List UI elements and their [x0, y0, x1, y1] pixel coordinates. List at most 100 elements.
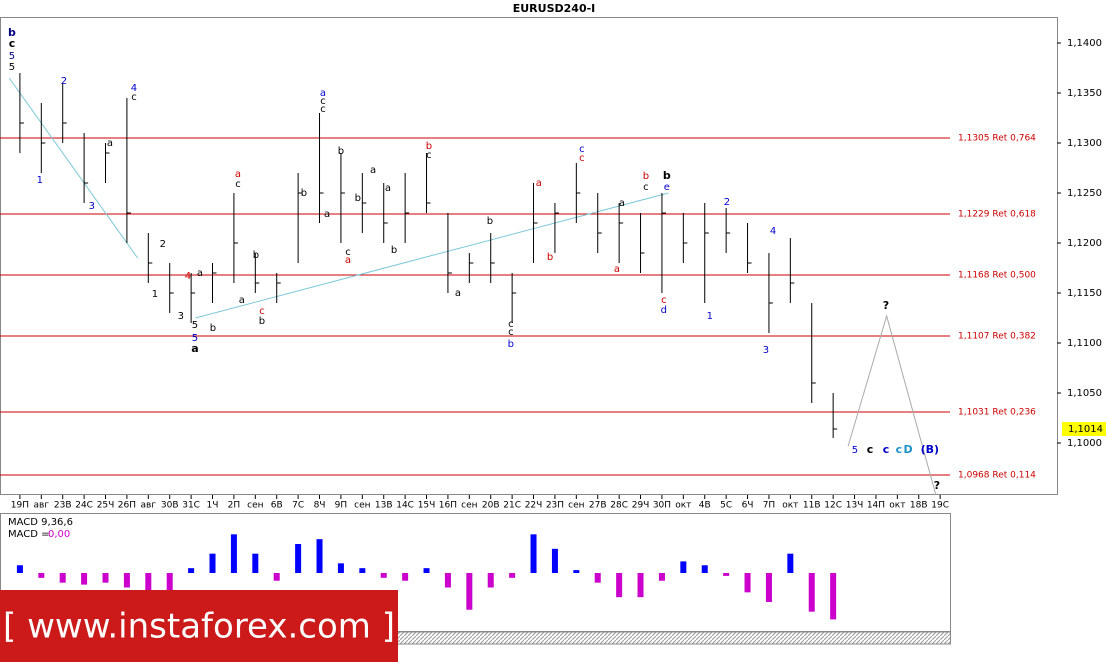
wave-label: 2 — [724, 197, 730, 208]
x-tick-label: 19С — [931, 501, 949, 511]
wave-label: c — [320, 104, 326, 115]
x-tick-label: 30В — [161, 501, 179, 511]
x-tick-label: 24С — [75, 501, 93, 511]
macd-bar — [59, 573, 66, 583]
macd-bar — [123, 573, 130, 588]
x-tick-label: 6Ч — [742, 501, 754, 511]
macd-bar — [744, 573, 751, 593]
wave-label: c — [643, 182, 649, 193]
macd-bar — [380, 573, 387, 578]
y-tick-label: 1,1150 — [1067, 288, 1102, 299]
y-tick-label: 1,1000 — [1067, 438, 1102, 449]
wave-label: b — [663, 169, 671, 182]
x-tick-label: 11В — [803, 501, 821, 511]
wave-label: 4 — [185, 271, 191, 282]
wave-label: 1 — [152, 289, 158, 300]
current-price-label: 1,1014 — [1068, 424, 1103, 435]
wave-label: d — [661, 305, 667, 316]
wave-label: 5 — [9, 51, 15, 62]
wave-label: a — [455, 288, 461, 299]
wave-label: a — [345, 255, 351, 266]
wave-label: b — [355, 193, 361, 204]
x-tick-label: 25Ч — [97, 501, 115, 511]
macd-bar — [765, 573, 772, 602]
wave-label: a — [239, 295, 245, 306]
wave-label: ? — [883, 299, 889, 312]
macd-bar — [230, 534, 237, 573]
wave-label: a — [107, 138, 113, 149]
x-tick-label: 15Ч — [418, 501, 436, 511]
x-tick-label: 13Ч — [846, 501, 864, 511]
wave-label: b — [210, 323, 216, 334]
x-tick-label: сен — [461, 501, 477, 511]
wave-label: a — [235, 169, 241, 180]
macd-label: MACD = — [8, 529, 50, 540]
x-tick-label: авг — [34, 501, 50, 511]
macd-bar — [466, 573, 473, 610]
x-tick-label: окт — [675, 501, 691, 511]
retracement-label: 1,1229 Ret 0,618 — [958, 210, 1036, 220]
x-tick-label: 18В — [910, 501, 928, 511]
x-tick-label: 20В — [482, 501, 500, 511]
macd-bar — [316, 539, 323, 573]
x-tick-label: сен — [354, 501, 370, 511]
wave-label: 1 — [37, 175, 43, 186]
x-tick-label: 26П — [118, 501, 136, 511]
wave-label: ? — [934, 479, 940, 492]
macd-bar — [102, 573, 109, 583]
x-tick-label: авг — [141, 501, 157, 511]
x-tick-label: 14С — [396, 501, 414, 511]
wave-label: b — [643, 171, 649, 182]
trend-line — [847, 314, 937, 496]
retracement-label: 1,1168 Ret 0,500 — [958, 271, 1036, 281]
x-tick-label: 5С — [720, 501, 732, 511]
wave-label: 4 — [770, 226, 776, 237]
price-panel — [0, 17, 1058, 495]
y-tick-label: 1,1100 — [1067, 338, 1102, 349]
macd-bar — [16, 565, 23, 573]
wave-label: b — [547, 252, 553, 263]
wave-label: c — [579, 144, 585, 155]
macd-bar — [573, 570, 580, 573]
y-tick-label: 1,1350 — [1067, 88, 1102, 99]
wave-label: a — [370, 165, 376, 176]
wave-label: a — [614, 264, 620, 275]
x-tick-label: 1Ч — [207, 501, 219, 511]
macd-bar — [423, 568, 430, 573]
x-tick-label: окт — [889, 501, 905, 511]
wave-label: 2 — [61, 76, 67, 87]
wave-label: b — [391, 245, 397, 256]
watermark-text: [ www.instaforex.com ] — [3, 607, 395, 647]
wave-label: a — [324, 209, 330, 220]
wave-label: c — [579, 153, 585, 164]
macd-bar — [830, 573, 837, 620]
macd-bar — [145, 573, 152, 593]
wave-label: D — [903, 443, 912, 456]
x-tick-label: 23П — [546, 501, 564, 511]
macd-bar — [616, 573, 623, 598]
macd-bar — [359, 568, 366, 573]
macd-bar — [808, 573, 815, 612]
macd-bar — [787, 553, 794, 573]
x-tick-label: 13В — [375, 501, 393, 511]
wave-label: c — [661, 295, 667, 306]
wave-label: 5 — [192, 320, 198, 331]
x-tick-label: 7С — [292, 501, 304, 511]
wave-label: c — [320, 96, 326, 107]
macd-bar — [295, 544, 302, 573]
y-tick-label: 1,1400 — [1067, 38, 1102, 49]
wave-label: a — [197, 268, 203, 279]
watermark: [ www.instaforex.com ] — [0, 590, 398, 662]
x-tick-label: 14П — [867, 501, 885, 511]
wave-label: e — [664, 182, 670, 193]
x-tick-label: 29Ч — [632, 501, 650, 511]
macd-bar — [188, 568, 195, 573]
macd-bar — [38, 573, 45, 578]
x-tick-label: 30П — [653, 501, 671, 511]
macd-bar — [487, 573, 494, 588]
wave-label: 2 — [160, 239, 166, 250]
x-tick-label: 27В — [589, 501, 607, 511]
wave-label: b — [487, 216, 493, 227]
macd-bar — [252, 553, 259, 573]
